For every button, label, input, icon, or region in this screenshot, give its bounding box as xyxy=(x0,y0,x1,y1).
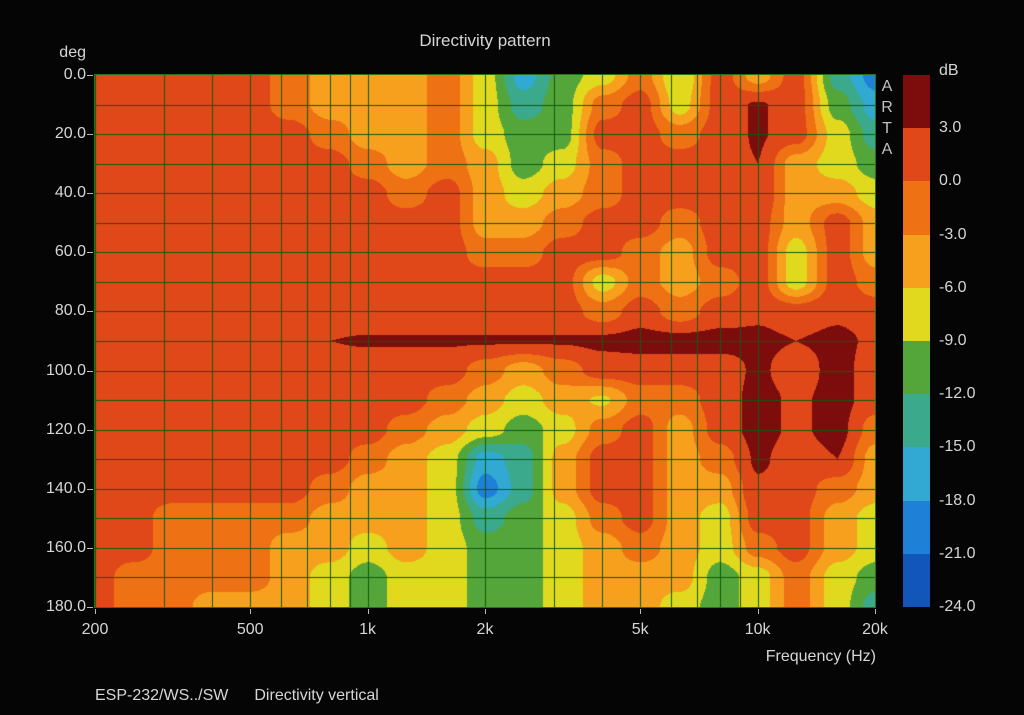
y-axis-tick-label: 180.0 xyxy=(45,598,86,615)
colorbar-tick-label: -15.0 xyxy=(939,438,976,456)
x-axis-tick-label: 10k xyxy=(744,621,771,638)
colorbar-tick-label: -6.0 xyxy=(939,278,967,296)
colorbar-band xyxy=(903,128,930,182)
y-axis-tick xyxy=(87,134,93,135)
y-axis-tick-label: 20.0 xyxy=(54,125,86,143)
x-axis-tick-label: 200 xyxy=(81,621,109,638)
x-axis-tick-label: 500 xyxy=(236,621,264,638)
y-axis-tick-label: 100.0 xyxy=(45,361,86,379)
x-axis-title: Frequency (Hz) xyxy=(765,648,876,665)
y-axis-tick xyxy=(87,548,93,549)
colorbar-band xyxy=(903,287,930,342)
y-axis-unit-label: deg xyxy=(59,44,86,61)
colorbar-tick-label: -12.0 xyxy=(939,385,976,403)
y-axis-tick-label: 140.0 xyxy=(45,479,86,497)
y-axis-tick xyxy=(87,430,93,431)
directivity-heatmap xyxy=(95,75,875,607)
y-axis-tick-label: 160.0 xyxy=(45,538,86,556)
colorbar-band xyxy=(903,394,930,448)
chart-title: Directivity pattern xyxy=(419,31,551,50)
x-axis-tick-labels: 200 500 1k 2k 5k 10k 20k xyxy=(0,621,1024,643)
arta-watermark-letter: T xyxy=(882,120,892,137)
colorbar-unit-label: dB xyxy=(939,62,959,79)
x-axis-tick xyxy=(640,609,641,614)
y-axis-tick-label: 60.0 xyxy=(54,243,86,261)
colorbar-band xyxy=(903,553,930,608)
y-axis-tick-label: 80.0 xyxy=(54,302,86,320)
x-axis-tick-label: 20k xyxy=(862,621,888,638)
colorbar-tick-label: -18.0 xyxy=(939,491,976,509)
arta-watermark-letter: R xyxy=(881,99,893,116)
colorbar-tick-label: -21.0 xyxy=(939,544,976,562)
arta-watermark-letter: A xyxy=(881,141,893,158)
x-axis-tick xyxy=(250,609,251,614)
arta-watermark-letter: A xyxy=(881,78,893,95)
y-axis-tick xyxy=(87,75,93,76)
y-axis-tick-label: 120.0 xyxy=(45,420,86,438)
y-axis-tick xyxy=(87,489,93,490)
plot-area xyxy=(94,74,876,608)
x-axis-tick xyxy=(95,609,96,614)
colorbar-tick-label: -3.0 xyxy=(939,225,967,243)
colorbar-tick-label: 3.0 xyxy=(939,119,962,137)
plot-type-label: Directivity vertical xyxy=(254,687,379,704)
colorbar-band xyxy=(903,75,930,129)
y-axis-tick xyxy=(87,371,93,372)
x-axis-tick xyxy=(368,609,369,614)
colorbar-tick-label: -24.0 xyxy=(939,598,976,615)
y-axis-tick-label: 0.0 xyxy=(63,66,86,83)
y-axis-tick xyxy=(87,311,93,312)
colorbar-tick-label: -9.0 xyxy=(939,332,967,349)
colorbar-band xyxy=(903,500,930,554)
x-axis-tick xyxy=(875,609,876,614)
colorbar-band xyxy=(903,341,930,395)
y-axis-tick xyxy=(87,607,93,608)
x-axis-tick-label: 1k xyxy=(359,621,377,638)
y-axis-tick xyxy=(87,193,93,194)
x-axis-tick xyxy=(758,609,759,614)
y-axis-tick-labels: 0.0 20.0 40.0 60.0 80.0 100.0 120.0 140.0 160.0 1… xyxy=(0,0,86,715)
colorbar xyxy=(903,75,930,608)
x-axis-tick xyxy=(485,609,486,614)
x-axis-tick-label: 2k xyxy=(476,621,494,638)
colorbar-band xyxy=(903,234,930,288)
measurement-label: ESP-232/WS../SW xyxy=(95,687,229,704)
footer: ESP-232/WS../SW Directivity vertical xyxy=(95,687,379,705)
x-axis-tick-label: 5k xyxy=(631,621,649,638)
y-axis-tick-label: 40.0 xyxy=(54,184,86,202)
colorbar-tick-label: 0.0 xyxy=(939,172,962,190)
y-axis-tick xyxy=(87,252,93,253)
colorbar-band xyxy=(903,181,930,235)
colorbar-band xyxy=(903,447,930,501)
